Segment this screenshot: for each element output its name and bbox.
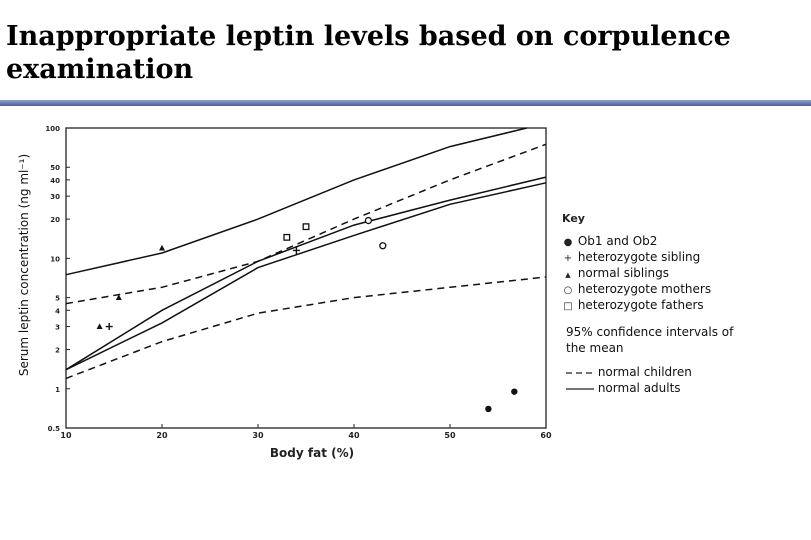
filled-circle-icon: ● [563,237,573,248]
point-ob [511,388,518,395]
y-tick-label: 1 [55,386,60,394]
triangle-icon: ▲ [565,271,571,279]
key-heading: Key [562,212,585,225]
dashed-line-icon [566,371,594,374]
point-father [302,223,310,231]
x-tick-label: 40 [348,431,360,440]
y-tick-label: 30 [50,193,60,201]
x-tick-label: 50 [444,431,456,440]
chart-axes [65,127,547,429]
slide-title: Inappropriate leptin levels based on cor… [6,21,731,85]
key-label: heterozygote fathers [577,298,704,312]
y-tick-label: 4 [55,307,60,315]
title-divider [0,100,811,106]
point-normal-sibling [96,323,103,329]
y-tick-label: 0.5 [48,425,61,433]
key-line-children: normal children [566,364,692,380]
point-het-sibling [105,323,113,331]
chart-ticks: 10 20 30 40 50 60 0.5 1 2 3 4 5 10 20 30 40 50 100 [45,125,552,440]
x-tick-label: 10 [60,431,72,440]
chart-lines [65,127,547,380]
solid-line-icon [566,387,594,390]
x-axis-label: Body fat (%) [270,446,354,460]
adults-ci-line [65,176,547,371]
x-tick-label: 20 [156,431,168,440]
key-item-mothers: ○ heterozygote mothers [562,281,711,299]
y-tick-label: 3 [55,324,60,332]
key-item-normal-siblings: ▲ normal siblings [562,265,669,283]
point-normal-sibling [115,294,122,301]
key-label: heterozygote sibling [577,250,701,264]
adults-ci-line [65,127,527,276]
y-tick-label: 10 [50,255,60,263]
key-item-ob: ● Ob1 and Ob2 [562,233,658,251]
plot-frame [65,127,547,429]
open-circle-icon: ○ [563,285,573,296]
point-father [283,233,291,241]
children-ci-line [65,276,547,380]
plus-icon: + [563,253,573,264]
key-label: heterozygote mothers [577,282,712,296]
key-label: Ob1 and Ob2 [577,234,658,248]
key-line-adults: normal adults [566,380,681,396]
open-square-icon: □ [563,301,573,312]
y-tick-label: 50 [50,164,60,172]
y-tick-label: 2 [55,347,60,355]
y-tick-label: 40 [50,177,60,185]
key-label: normal adults [597,381,681,395]
key-item-sibling: + heterozygote sibling [562,249,700,267]
y-tick-label: 20 [50,216,60,224]
chart-points [96,216,518,413]
key-item-fathers: □ heterozygote fathers [562,297,704,315]
point-normal-sibling [159,244,165,251]
children-ci-line [65,143,547,305]
point-mother [364,216,373,225]
key-label: normal children [597,365,692,379]
x-tick-label: 60 [540,431,552,440]
y-tick-label: 100 [45,125,60,133]
adults-ci-line [65,182,547,371]
point-het-sibling [292,246,300,254]
point-ob [485,405,492,413]
key-label: normal siblings [577,266,670,280]
x-tick-label: 30 [252,431,264,440]
point-mother [379,242,387,250]
y-tick-label: 5 [55,295,60,303]
ci-heading: 95% confidence intervals of the mean [566,325,734,355]
